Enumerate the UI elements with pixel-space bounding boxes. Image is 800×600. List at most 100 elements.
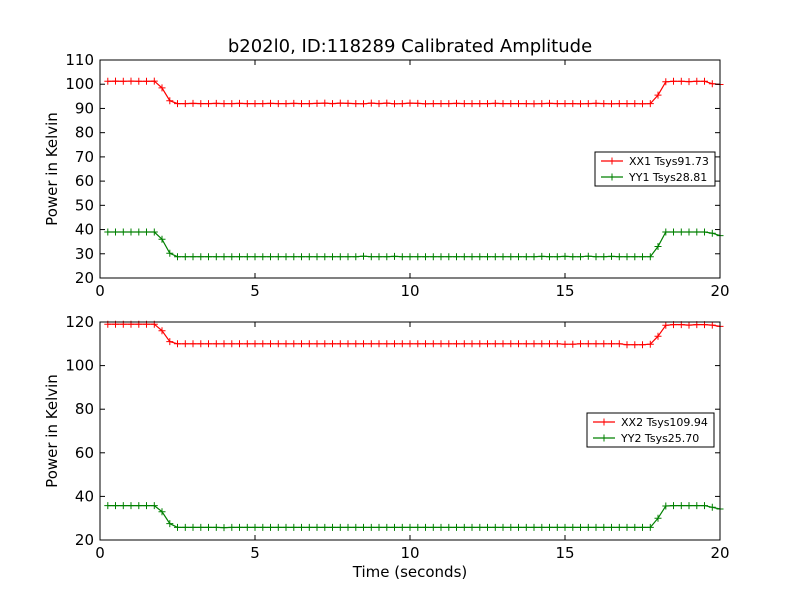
- data-point-0-1: [476, 253, 484, 261]
- data-point-1-1: [329, 523, 336, 531]
- data-point-1-1: [251, 523, 259, 531]
- data-point-1-0: [259, 340, 267, 348]
- data-point-1-1: [429, 523, 437, 531]
- data-point-1-1: [367, 523, 375, 531]
- data-point-1-1: [631, 523, 639, 531]
- data-point-0-0: [592, 99, 600, 107]
- data-point-1-0: [577, 340, 584, 348]
- data-point-0-1: [236, 253, 243, 261]
- data-point-1-1: [708, 503, 716, 511]
- data-point-0-0: [623, 100, 631, 108]
- data-point-0-0: [305, 100, 313, 108]
- data-point-0-1: [406, 253, 414, 261]
- x-tick-label: 15: [555, 544, 574, 562]
- data-point-1-0: [600, 340, 608, 348]
- data-point-0-0: [569, 100, 577, 108]
- data-point-1-0: [631, 341, 639, 349]
- data-point-0-0: [507, 100, 515, 108]
- data-point-0-1: [491, 253, 499, 261]
- data-point-1-1: [321, 523, 329, 531]
- data-point-0-1: [507, 253, 515, 261]
- data-point-1-1: [677, 502, 685, 510]
- data-point-1-0: [460, 340, 468, 348]
- data-point-1-1: [375, 523, 383, 531]
- data-point-1-1: [104, 502, 112, 510]
- data-point-1-0: [608, 340, 615, 348]
- data-point-0-1: [228, 253, 236, 261]
- data-point-0-0: [228, 100, 236, 108]
- y-tick-label: 120: [65, 313, 94, 331]
- data-point-1-0: [569, 340, 577, 348]
- data-point-0-0: [344, 99, 352, 107]
- data-point-0-1: [259, 253, 267, 261]
- data-point-0-1: [158, 235, 166, 243]
- data-point-0-0: [577, 100, 584, 108]
- data-point-1-1: [313, 523, 321, 531]
- data-point-0-1: [391, 252, 398, 260]
- x-tick-label: 10: [400, 544, 419, 562]
- data-point-1-1: [406, 523, 414, 531]
- data-point-0-1: [422, 253, 429, 261]
- data-point-0-0: [367, 99, 375, 107]
- data-point-1-1: [515, 523, 522, 531]
- data-point-1-1: [615, 523, 623, 531]
- data-point-1-1: [553, 523, 561, 531]
- data-point-0-1: [592, 253, 600, 261]
- data-point-0-1: [662, 228, 670, 236]
- data-point-1-1: [166, 520, 174, 528]
- data-point-1-0: [383, 340, 391, 348]
- data-point-0-0: [360, 100, 367, 108]
- data-point-0-0: [267, 99, 274, 107]
- data-point-0-1: [205, 253, 212, 261]
- data-point-0-1: [127, 228, 135, 236]
- data-point-1-1: [530, 523, 538, 531]
- data-point-0-0: [515, 100, 522, 108]
- data-point-1-0: [422, 340, 429, 348]
- data-point-0-0: [631, 100, 639, 108]
- data-point-1-1: [577, 523, 584, 531]
- data-point-1-0: [437, 340, 445, 348]
- data-point-1-0: [406, 340, 414, 348]
- data-point-1-1: [150, 502, 158, 510]
- data-point-1-1: [662, 502, 670, 510]
- data-point-1-0: [197, 340, 205, 348]
- data-point-1-1: [437, 523, 445, 531]
- data-point-1-1: [352, 523, 360, 531]
- data-point-0-0: [693, 77, 701, 85]
- data-point-1-0: [274, 340, 282, 348]
- data-point-0-0: [383, 99, 391, 107]
- data-point-1-0: [352, 340, 360, 348]
- data-point-0-0: [476, 100, 484, 108]
- x-tick-label: 5: [250, 282, 260, 300]
- data-point-1-0: [685, 321, 693, 329]
- data-point-0-1: [546, 253, 553, 261]
- x-tick-label: 20: [710, 544, 729, 562]
- data-point-1-1: [135, 502, 143, 510]
- data-point-1-1: [507, 523, 515, 531]
- data-point-0-0: [491, 99, 499, 107]
- y-axis-label: Power in Kelvin: [43, 374, 61, 488]
- data-point-1-0: [499, 340, 507, 348]
- x-tick-label: 20: [710, 282, 729, 300]
- data-point-0-0: [600, 100, 608, 108]
- data-point-1-1: [600, 523, 608, 531]
- data-point-0-0: [522, 100, 530, 108]
- data-point-0-0: [460, 100, 468, 108]
- data-point-0-0: [174, 100, 181, 108]
- data-point-0-1: [460, 253, 468, 261]
- data-point-1-0: [398, 340, 406, 348]
- data-point-0-1: [383, 253, 391, 261]
- data-point-1-1: [189, 523, 197, 531]
- data-point-1-1: [491, 523, 499, 531]
- data-point-1-0: [546, 340, 553, 348]
- data-point-1-1: [422, 523, 429, 531]
- data-point-0-0: [445, 100, 453, 108]
- data-point-0-0: [236, 99, 243, 107]
- data-point-1-0: [592, 340, 600, 348]
- data-point-1-0: [491, 340, 499, 348]
- data-point-0-1: [499, 253, 507, 261]
- y-tick-label: 100: [65, 357, 94, 375]
- data-point-1-1: [212, 523, 220, 531]
- data-point-1-1: [383, 523, 391, 531]
- y-tick-label: 80: [75, 400, 94, 418]
